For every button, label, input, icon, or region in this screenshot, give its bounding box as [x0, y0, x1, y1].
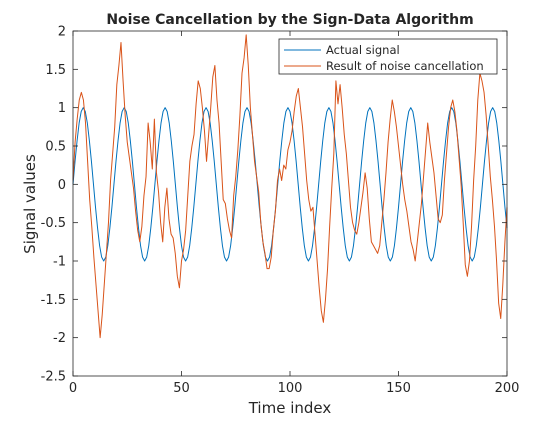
- legend-box: [278, 38, 498, 75]
- y-tick-label: 0.5: [45, 140, 66, 155]
- ticks-layer: 0 50 100 150 200 -2.5 -2 -1.5 -1 -0.5 0 0.5 1 1.5 2: [41, 25, 520, 397]
- legend-label-noise-cancellation: Result of noise cancellation: [326, 59, 484, 73]
- y-tick-label: 0: [58, 178, 66, 193]
- y-tick-label: 1.5: [45, 63, 66, 78]
- y-tick-label: 2: [58, 25, 66, 40]
- y-axis-label: Signal values: [21, 154, 39, 254]
- series-line-result-of-noise-cancellation: [72, 34, 508, 339]
- y-tick-label: 1: [58, 101, 66, 116]
- x-tick-label: 50: [173, 381, 190, 396]
- x-axis-label: Time index: [248, 399, 332, 417]
- y-tick-label: -1: [53, 255, 66, 270]
- y-tick-label: -1.5: [41, 293, 66, 308]
- y-tick-label: -0.5: [41, 216, 66, 231]
- x-tick-label: 0: [69, 381, 77, 396]
- legend-label-actual-signal: Actual signal: [326, 43, 400, 57]
- series-line-actual-signal: [72, 107, 508, 262]
- chart-title: Noise Cancellation by the Sign-Data Algo…: [106, 12, 473, 28]
- x-tick-label: 150: [386, 381, 411, 396]
- x-tick-label: 100: [278, 381, 303, 396]
- plot-background: [73, 31, 507, 376]
- x-tick-label: 200: [495, 381, 520, 396]
- legend: Actual signal Result of noise cancellati…: [278, 38, 498, 75]
- y-tick-label: -2.5: [41, 370, 66, 385]
- y-tick-label: -2: [53, 331, 66, 346]
- plot-area: [73, 31, 507, 376]
- series-layer: [72, 34, 508, 339]
